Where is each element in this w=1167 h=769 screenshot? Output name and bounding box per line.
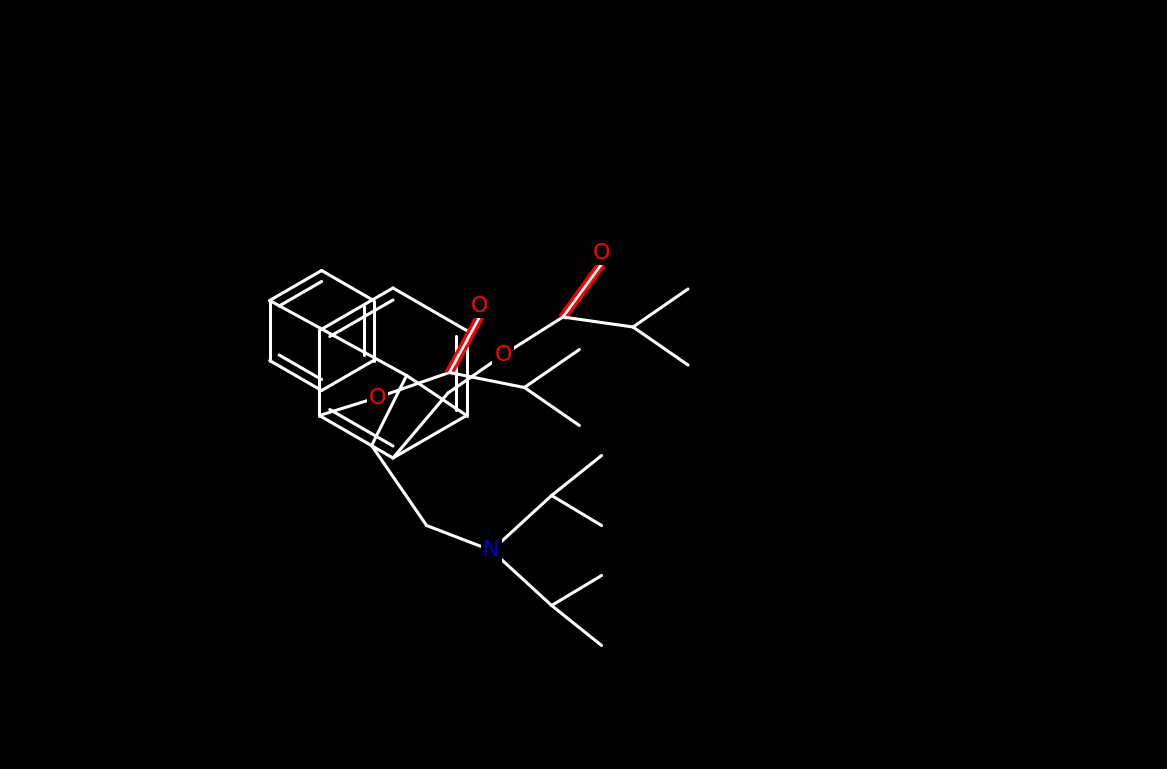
Text: O: O (592, 243, 609, 263)
Text: N: N (483, 541, 499, 561)
Text: O: O (369, 388, 386, 408)
Text: O: O (470, 295, 488, 315)
Text: O: O (495, 345, 512, 365)
